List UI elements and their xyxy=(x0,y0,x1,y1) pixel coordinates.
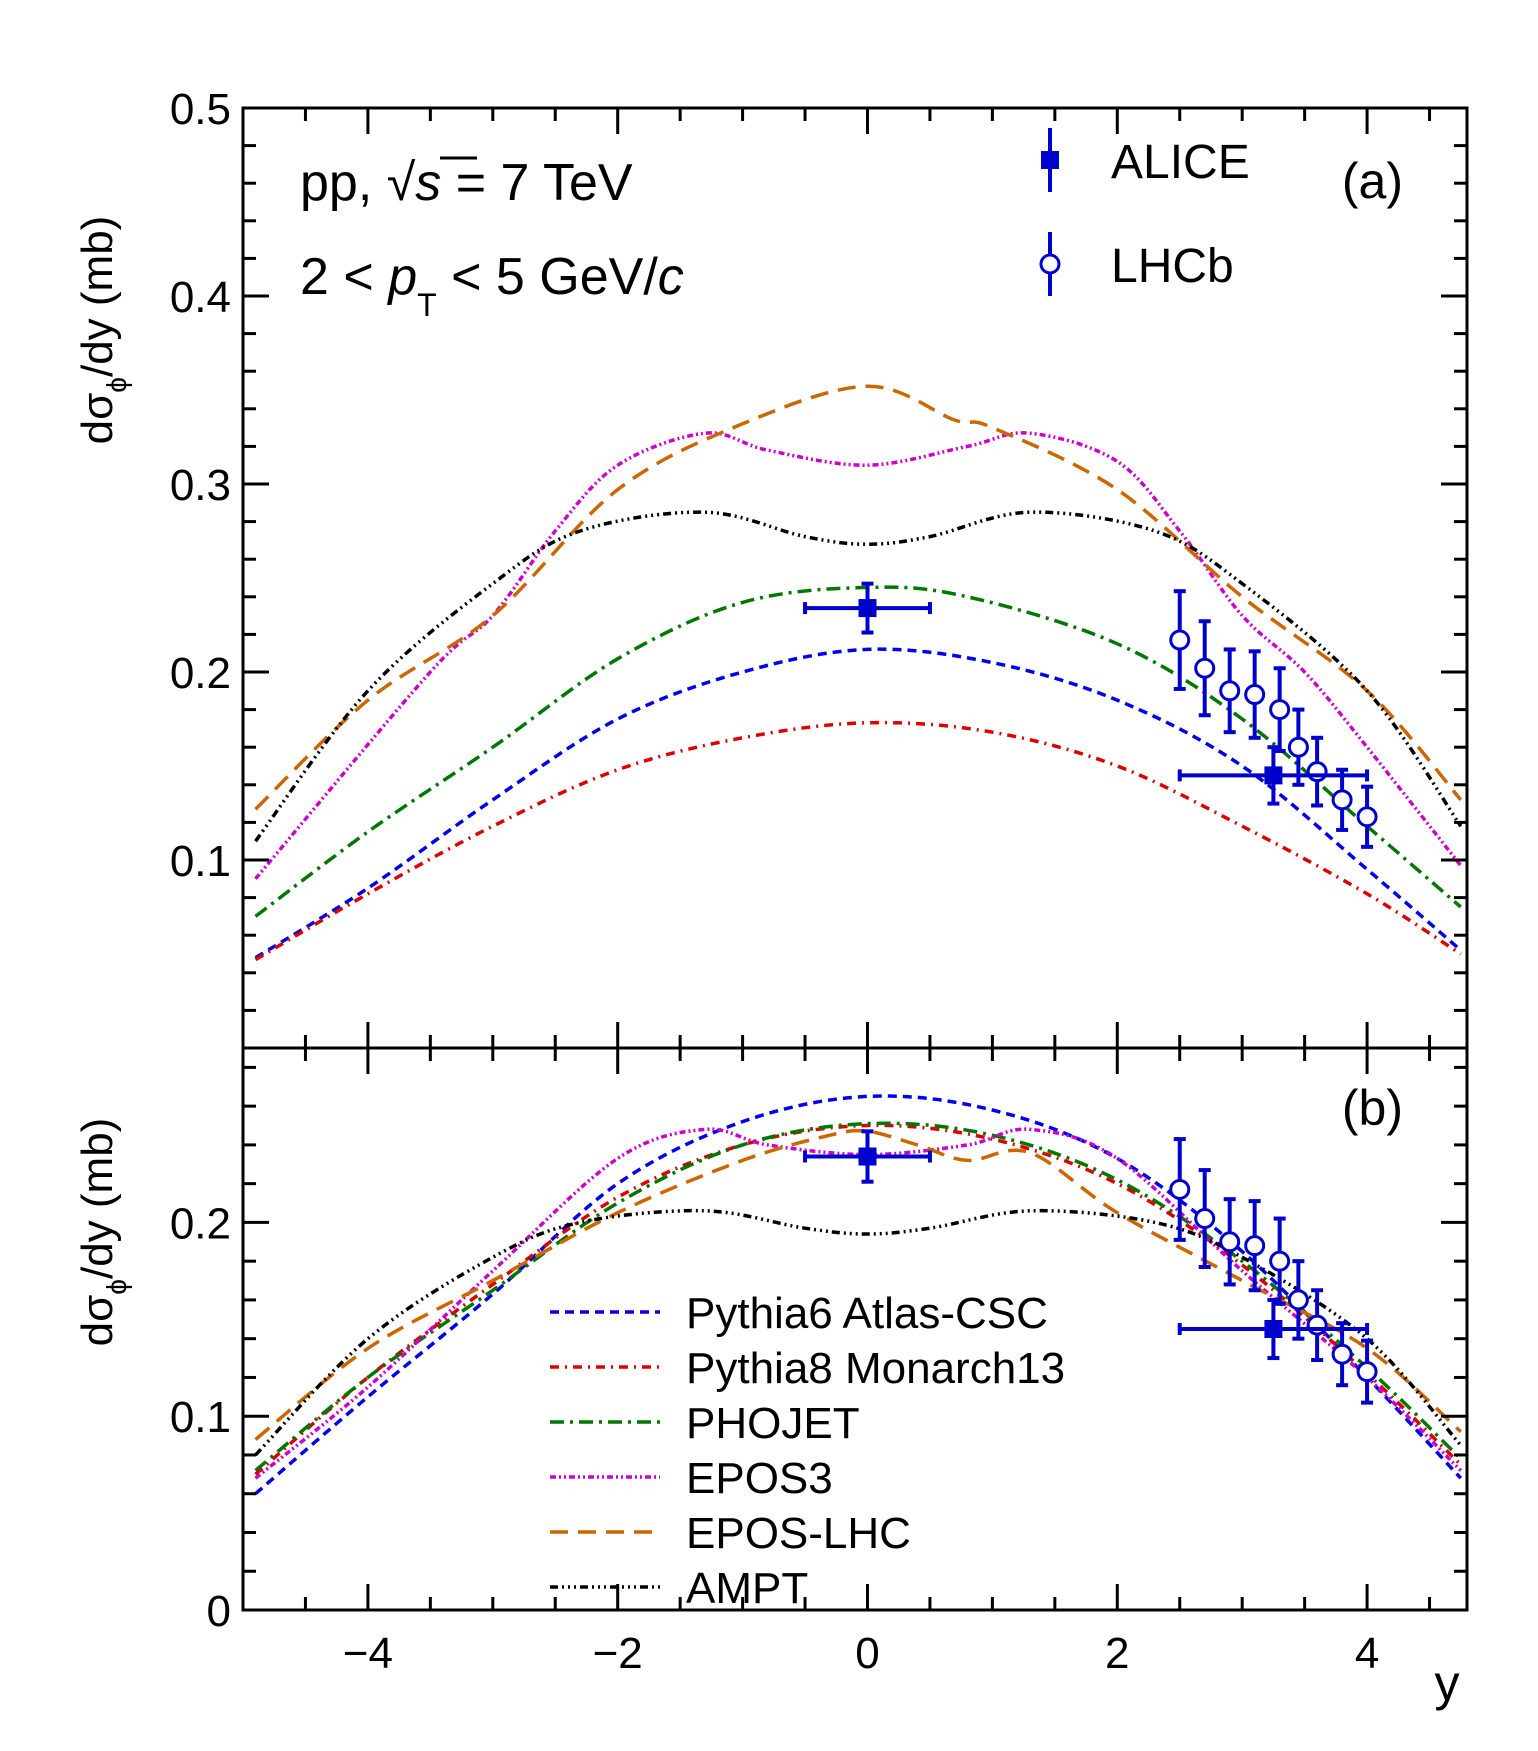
lhcb-point xyxy=(1244,1199,1266,1293)
y-tick-label: 0.3 xyxy=(170,461,231,510)
alice-point xyxy=(803,1129,932,1184)
panel-a-ylabel: dσϕ/dy (mb) xyxy=(73,216,132,445)
lhcb-point xyxy=(1287,1259,1309,1341)
y-tick-label: 0 xyxy=(207,1587,231,1636)
legend-alice: ALICE xyxy=(1041,128,1250,192)
lhcb-point xyxy=(1331,767,1353,832)
x-tick-label: 2 xyxy=(1105,1629,1129,1678)
legend-item-ampt: AMPT xyxy=(550,1564,808,1613)
legend-label: Pythia6 Atlas-CSC xyxy=(686,1289,1048,1338)
lhcb-point xyxy=(1269,1216,1291,1306)
lhcb-point xyxy=(1219,647,1241,735)
series-epos-lhc xyxy=(254,384,1463,811)
legend-label: EPOS3 xyxy=(686,1454,833,1503)
panel-b: −4 −2 0 2 400.10.2 (b) Pythia6 Atlas-CSCPyth… xyxy=(73,1046,1469,1711)
y-tick-label: 0.2 xyxy=(170,1199,231,1248)
lhcb-point xyxy=(1287,707,1309,787)
legend-lhcb: LHCb xyxy=(1039,232,1234,296)
lhcb-point xyxy=(1169,1137,1191,1242)
panel-a-label: (a) xyxy=(1342,153,1403,209)
alice-point xyxy=(803,581,932,635)
lhcb-point xyxy=(1244,649,1266,740)
legend-lhcb-marker xyxy=(1039,253,1061,275)
pt-annotation: 2 < pT < 5 GeV/c xyxy=(300,248,684,323)
series-epos-lhc xyxy=(254,1128,1462,1441)
y-tick-label: 0.2 xyxy=(170,649,231,698)
series-pythia6-atlas-csc xyxy=(254,647,1462,960)
legend-item-epos-lhc: EPOS-LHC xyxy=(550,1509,911,1558)
lhcb-point xyxy=(1356,784,1378,849)
legend-item-pythia6-atlas-csc: Pythia6 Atlas-CSC xyxy=(550,1289,1048,1338)
lhcb-point xyxy=(1169,589,1191,691)
legend-label: PHOJET xyxy=(686,1399,860,1448)
alice-point xyxy=(1177,745,1370,806)
energy-annotation: pp, √s = 7 TeV xyxy=(300,154,633,212)
legend-item-pythia8-monarch13: Pythia8 Monarch13 xyxy=(550,1344,1065,1393)
series-pythia6-atlas-csc xyxy=(254,1094,1463,1496)
lhcb-point xyxy=(1194,619,1216,718)
y-tick-label: 0.5 xyxy=(170,85,231,134)
panel-b-legend: Pythia6 Atlas-CSC Pythia8 Monarch13 PHOJET… xyxy=(550,1289,1065,1613)
x-tick-label: 0 xyxy=(855,1629,879,1678)
x-tick-label: 4 xyxy=(1355,1629,1379,1678)
panel-a-axes: 0.1 0.2 0.3 0.4 0.5 xyxy=(170,85,1467,1050)
y-tick-label: 0.1 xyxy=(170,1393,231,1442)
legend-label: AMPT xyxy=(686,1564,808,1613)
lhcb-point xyxy=(1306,735,1328,808)
lhcb-point xyxy=(1269,666,1291,753)
panel-a: 0.1 0.2 0.3 0.4 0.5 (a) pp, √s = 7 TeV 2 < p… xyxy=(73,85,1469,1050)
series-ampt xyxy=(254,1208,1463,1457)
panel-b-data-points xyxy=(803,1129,1378,1405)
lhcb-point xyxy=(1194,1168,1216,1269)
alice-point xyxy=(1177,1297,1370,1361)
lhcb-point xyxy=(1306,1288,1328,1363)
y-tick-label: 0.4 xyxy=(170,273,231,322)
panel-a-data-points xyxy=(803,581,1378,849)
y-tick-label: 0.1 xyxy=(170,837,231,886)
lhcb-point xyxy=(1331,1321,1353,1388)
lhcb-point xyxy=(1219,1197,1241,1287)
legend-item-epos3: EPOS3 xyxy=(550,1454,833,1503)
panel-b-label: (b) xyxy=(1342,1080,1403,1136)
x-tick-label: −4 xyxy=(343,1629,393,1678)
legend-alice-label: ALICE xyxy=(1111,136,1250,189)
lhcb-point xyxy=(1356,1338,1378,1405)
legend-alice-marker xyxy=(1041,151,1059,169)
x-axis-label: y xyxy=(1435,1655,1460,1711)
legend-label: EPOS-LHC xyxy=(686,1509,911,1558)
panel-b-ylabel: dσϕ/dy (mb) xyxy=(73,1118,132,1347)
panel-b-axes: −4 −2 0 2 4 0 0.1 0.2 xyxy=(170,1048,1467,1678)
panel-a-frame xyxy=(241,106,1469,1050)
panel-b-frame xyxy=(241,1046,1469,1612)
x-tick-label: −2 xyxy=(593,1629,643,1678)
legend-lhcb-label: LHCb xyxy=(1111,240,1234,293)
legend-item-phojet: PHOJET xyxy=(550,1399,860,1448)
legend-label: Pythia8 Monarch13 xyxy=(686,1344,1065,1393)
